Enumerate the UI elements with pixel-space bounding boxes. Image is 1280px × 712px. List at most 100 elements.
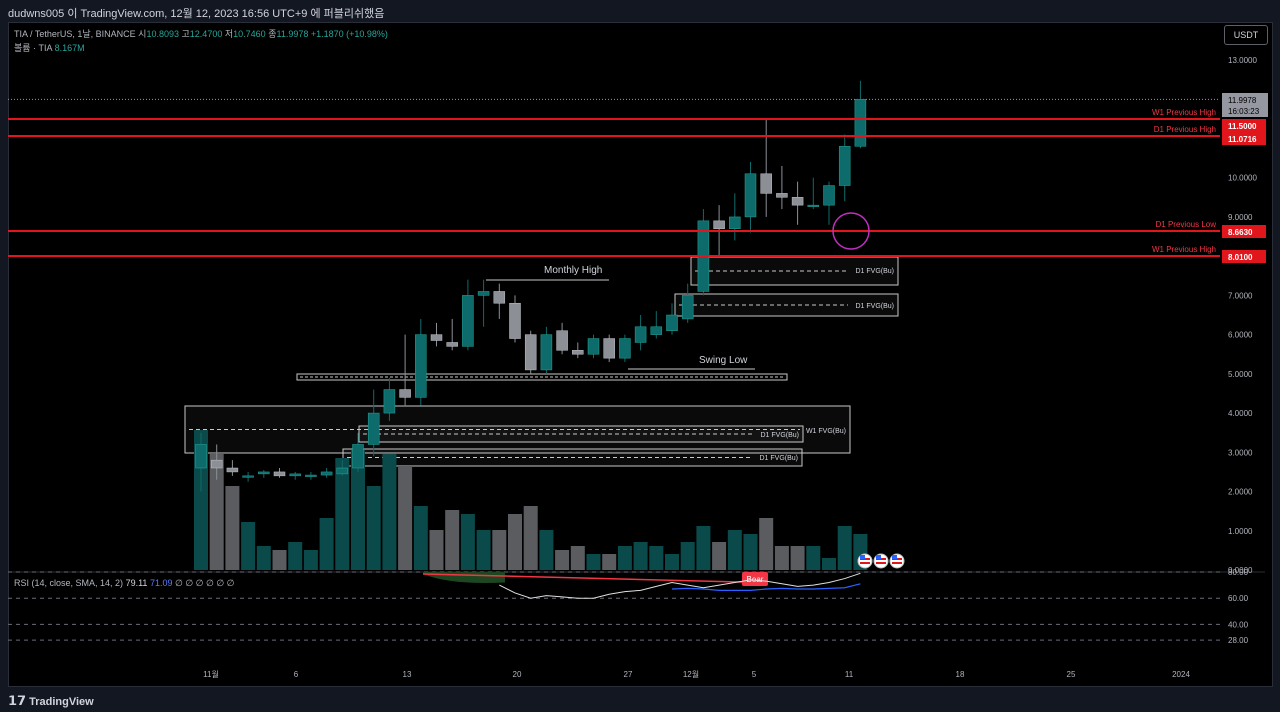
time-tick: 27 [624, 670, 633, 679]
candle [258, 469, 270, 478]
volume-bar [209, 454, 224, 570]
price-tick: 10.0000 [1228, 174, 1257, 183]
candle [729, 193, 741, 241]
volume-bar [476, 530, 491, 570]
time-tick: 25 [1067, 670, 1076, 679]
rsi-line [499, 572, 861, 599]
volume-bar [774, 546, 789, 570]
price-tick: 6.0000 [1228, 331, 1253, 340]
level-label: W1 Previous High [1152, 108, 1216, 117]
volume-bar [822, 558, 836, 570]
time-tick: 6 [294, 670, 299, 679]
volume-bar [366, 486, 381, 570]
volume-bar [586, 554, 601, 570]
time-tick: 2024 [1172, 670, 1190, 679]
level-label: W1 Previous High [1152, 245, 1216, 254]
bottom-bar: 𝟭𝟳 TradingView [0, 688, 1280, 712]
candle-body [807, 204, 820, 207]
highlight-circle [832, 212, 870, 250]
monthly-high-label: Monthly High [544, 265, 602, 276]
fvg-label: W1 FVG(Bu) [806, 428, 846, 435]
candle [681, 283, 694, 323]
fvg-boxes: D1 FVG(Bu) D1 FVG(Bu) W1 FVG(Bu) D1 FVG(Bu)… [184, 256, 899, 467]
candle-body [713, 220, 725, 229]
volume-bar [649, 546, 664, 570]
candle-body [462, 295, 474, 347]
time-tick: 18 [956, 670, 965, 679]
fvg-label: D1 FVG(Bu) [760, 432, 799, 439]
candle-body [587, 338, 600, 355]
volume-bar [241, 522, 256, 570]
candle [760, 118, 772, 217]
candle-body [681, 295, 694, 320]
rsi-pane: Bear [8, 571, 1265, 641]
candle [650, 311, 663, 339]
candle [838, 134, 851, 202]
volume-bar [680, 542, 695, 570]
candle-body [524, 334, 537, 371]
rsi-tick: 60.00 [1228, 594, 1249, 603]
candle-body [367, 412, 380, 445]
volume-bar [460, 514, 475, 570]
volume-bar [272, 550, 287, 570]
candle [399, 334, 411, 406]
volume-bar [790, 546, 805, 570]
rsi-sma-line [671, 583, 861, 591]
time-tick: 12월 [683, 669, 699, 679]
level-price-label: 11.0716 [1228, 135, 1257, 144]
level-price-tag: 11.0716 [1222, 132, 1266, 145]
level-price-label: 8.0100 [1228, 253, 1253, 262]
rsi-sma-value: 71.09 [149, 578, 173, 588]
volume-bar [837, 526, 852, 570]
candle-body [634, 326, 647, 343]
candle [477, 279, 490, 327]
candle [524, 330, 537, 374]
chart-area[interactable] [8, 22, 1273, 687]
candle [289, 471, 301, 480]
candle-body [195, 444, 207, 469]
countdown-label: 16:03:23 [1228, 107, 1260, 116]
change-value: +1.1870 (+10.98%) [310, 29, 388, 39]
bear-divergence-line [422, 573, 761, 584]
candle [776, 165, 788, 210]
candle [823, 181, 835, 225]
volume-bar [445, 510, 460, 570]
volume-bar [712, 542, 727, 570]
price-tick: 4.0000 [1228, 409, 1253, 418]
candle-body [399, 389, 411, 398]
currency-button[interactable]: USDT [1224, 25, 1268, 45]
top-bar: dudwns005 이 TradingView.com, 12월 12, 202… [0, 0, 1280, 22]
price-tick: 5.0000 [1228, 370, 1253, 379]
tradingview-logo: 𝟭𝟳 TradingView [8, 693, 94, 708]
level-label: D1 Previous Low [1156, 220, 1217, 229]
price-tick: 7.0000 [1228, 291, 1253, 300]
candle-body [666, 314, 678, 331]
candle-body [336, 467, 349, 475]
time-tick: 11월 [203, 669, 219, 679]
volume-bar [665, 554, 679, 570]
candle-body [823, 185, 835, 206]
candle-body [791, 197, 804, 206]
candle [744, 162, 757, 233]
volume-bar [759, 518, 774, 570]
candle-body [650, 326, 663, 335]
candle-body [320, 471, 333, 476]
us-flag-icon [873, 553, 889, 569]
volume-value: 8.167M [54, 43, 85, 53]
candle-body [352, 444, 364, 469]
price-tick: 9.0000 [1228, 213, 1253, 222]
candle [367, 389, 380, 457]
fvg-label: D1 FVG(Bu) [759, 455, 798, 462]
candle-body [273, 471, 286, 477]
candle-body [210, 459, 223, 469]
volume-bar [225, 486, 240, 570]
candle-body [776, 193, 788, 198]
candle [462, 279, 474, 351]
time-tick: 11 [845, 670, 854, 679]
volume-bar [696, 526, 711, 570]
candle-body [258, 471, 270, 475]
candle [305, 471, 317, 480]
candle-body [603, 338, 615, 359]
candle [415, 318, 427, 406]
